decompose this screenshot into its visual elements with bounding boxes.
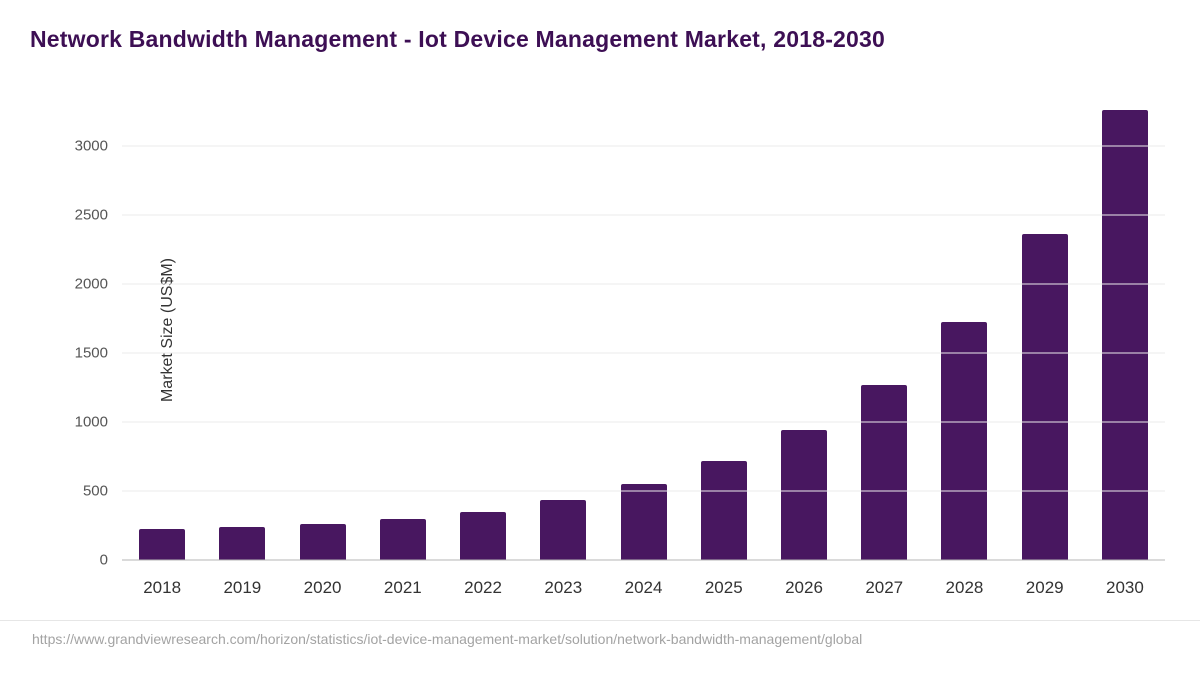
bar-2023 [540,500,587,560]
bar-2029 [1021,234,1068,560]
bar-slot-2023: 2023 [523,100,603,597]
bar-2024 [620,484,667,560]
gridline [122,283,1165,285]
bars: 2018 2019 2020 2021 2022 2023 2024 2025 2026 2027… [122,100,1165,597]
bar-2026 [780,429,827,560]
bar-2030 [1101,110,1148,560]
bar-slot-2028: 2028 [924,100,1004,597]
bar-2018 [139,528,186,560]
bar-slot-2021: 2021 [363,100,443,597]
gridline [122,352,1165,354]
x-tick-label: 2030 [1106,578,1144,597]
x-tick-label: 2019 [223,578,262,597]
bar-slot-2022: 2022 [443,100,523,597]
y-tick-label: 3000 [74,137,108,155]
source-url: https://www.grandviewresearch.com/horizo… [32,631,863,647]
gridline [122,490,1165,492]
y-tick-label: 500 [82,482,108,500]
bar-slot-2019: 2019 [202,100,282,597]
bar-2027 [861,384,908,560]
y-tick-label: 0 [99,551,108,569]
x-tick-label: 2018 [143,578,182,597]
y-tick-label: 1000 [74,413,108,431]
bar-slot-2018: 2018 [122,100,202,597]
gridline [122,214,1165,216]
bar-slot-2029: 2029 [1005,100,1085,597]
x-tick-label: 2025 [704,578,743,597]
plot-area: 2018 2019 2020 2021 2022 2023 2024 2025 2026 2027… [75,100,1165,597]
x-tick-label: 2029 [1025,578,1064,597]
x-tick-label: 2020 [303,578,342,597]
bar-2028 [941,322,988,560]
x-tick-label: 2024 [624,578,663,597]
bar-2025 [700,460,747,560]
bar-slot-2024: 2024 [603,100,683,597]
x-tick-label: 2026 [785,578,823,597]
chart-title: Network Bandwidth Management - Iot Devic… [30,26,886,52]
bar-2019 [219,526,266,560]
x-tick-label: 2022 [464,578,502,597]
x-tick-label: 2023 [544,578,583,597]
source-footer: https://www.grandviewresearch.com/horizo… [0,620,1200,675]
gridline [122,421,1165,423]
bar-slot-2027: 2027 [844,100,924,597]
bar-slot-2030: 2030 [1085,100,1165,597]
bar-slot-2020: 2020 [282,100,362,597]
bar-2020 [299,524,346,560]
x-tick-label: 2027 [865,578,904,597]
x-tick-label: 2028 [945,578,984,597]
bar-slot-2025: 2025 [684,100,764,597]
x-axis-line [122,559,1165,561]
gridline [122,145,1165,147]
bar-slot-2026: 2026 [764,100,844,597]
y-tick-label: 1500 [74,344,108,362]
x-tick-label: 2021 [383,578,422,597]
y-tick-label: 2000 [74,275,108,293]
y-tick-label: 2500 [74,206,108,224]
bar-2021 [379,519,426,560]
bar-2022 [460,511,507,560]
